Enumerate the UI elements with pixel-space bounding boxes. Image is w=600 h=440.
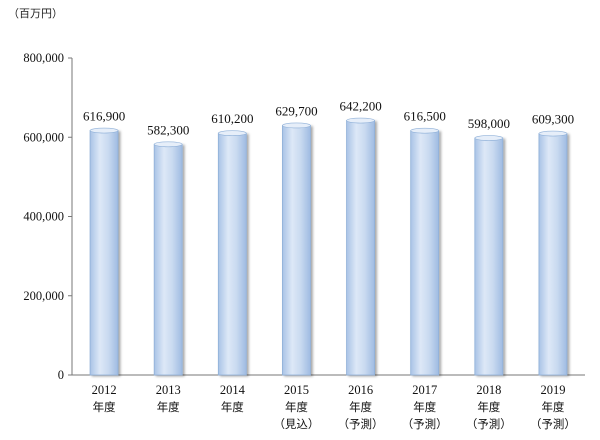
y-tick-label: 600,000 <box>23 130 64 144</box>
bar-top-2016 <box>346 117 375 124</box>
bar-top-2013 <box>153 141 183 148</box>
data-label-2017: 616,500 <box>404 109 446 124</box>
category-suffix-label: 年度 <box>93 400 116 414</box>
category-suffix-label: 年度 <box>477 400 500 414</box>
data-label-2013: 582,300 <box>147 122 189 137</box>
category-year-label: 2018 <box>476 383 501 397</box>
bar-top-2014 <box>218 130 247 137</box>
data-label-2018: 598,000 <box>468 116 510 131</box>
category-year-label: 2012 <box>92 383 117 397</box>
category-year-label: 2014 <box>220 383 246 397</box>
data-label-2016: 642,200 <box>339 99 381 114</box>
category-note-label: （予測） <box>338 417 384 431</box>
bar-2013 <box>153 143 183 376</box>
category-suffix-label: 年度 <box>221 400 244 414</box>
category-note-label: （見込） <box>273 417 319 431</box>
category-year-label: 2016 <box>348 383 373 397</box>
data-label-2014: 610,200 <box>211 111 253 126</box>
category-suffix-label: 年度 <box>349 400 372 414</box>
bar-2015 <box>282 125 311 376</box>
category-year-label: 2019 <box>540 383 565 397</box>
category-note-label: （予測） <box>530 417 576 431</box>
y-tick-label: 400,000 <box>23 210 64 224</box>
bar-2016 <box>346 120 375 376</box>
bar-top-2012 <box>89 127 119 134</box>
y-tick-label: 800,000 <box>23 51 64 65</box>
category-year-label: 2017 <box>412 383 437 397</box>
category-suffix-label: 年度 <box>157 400 180 414</box>
bar-2019 <box>538 133 568 376</box>
data-label-2019: 609,300 <box>532 112 574 127</box>
bar-2014 <box>217 132 247 376</box>
bar-2017 <box>410 130 440 376</box>
bar-2012 <box>89 130 119 376</box>
y-tick-label: 200,000 <box>23 289 64 303</box>
data-label-2015: 629,700 <box>275 103 317 118</box>
y-axis-unit-label: （百万円） <box>8 7 63 20</box>
bar-top-2018 <box>474 135 504 141</box>
bar-top-2017 <box>410 127 439 134</box>
bar-top-2015 <box>282 122 311 129</box>
data-label-2012: 616,900 <box>83 109 125 124</box>
category-note-label: （予測） <box>466 417 512 431</box>
bar-top-2019 <box>538 130 568 137</box>
category-note-label: （予測） <box>402 417 448 431</box>
y-tick-label: 0 <box>58 368 64 382</box>
category-suffix-label: 年度 <box>413 400 436 414</box>
bar-2018 <box>474 137 504 376</box>
category-suffix-label: 年度 <box>541 400 564 414</box>
category-year-label: 2013 <box>156 383 181 397</box>
category-year-label: 2015 <box>284 383 309 397</box>
category-suffix-label: 年度 <box>285 400 308 414</box>
